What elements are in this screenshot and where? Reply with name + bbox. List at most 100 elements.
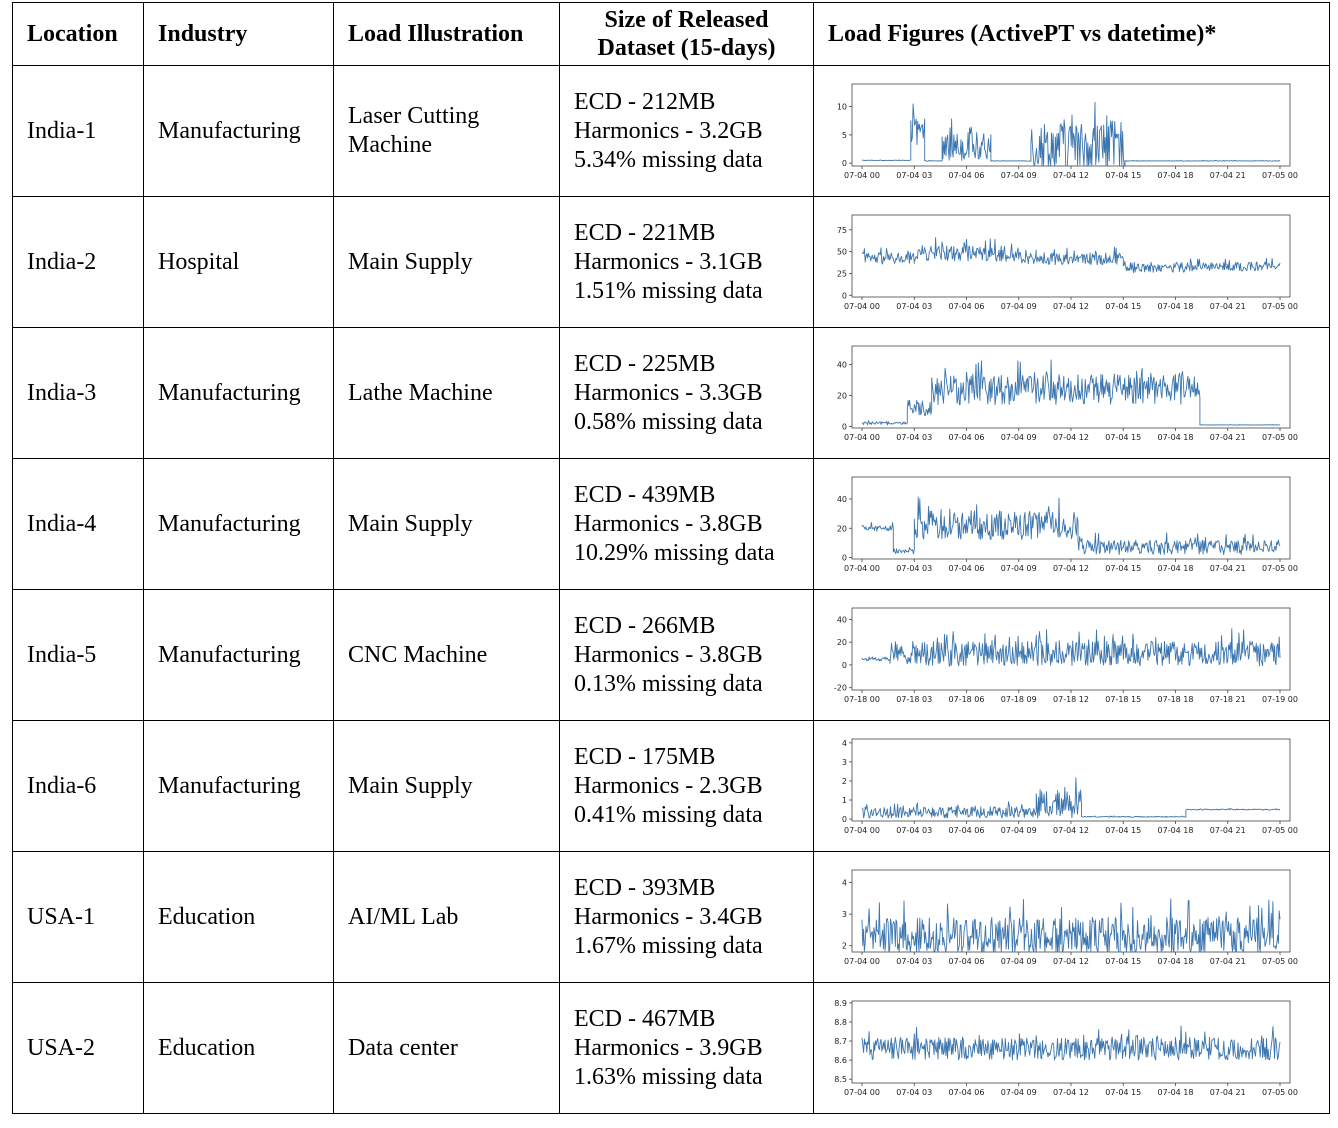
cell-load-figure: 0 1 2 3 4 07-04 00 07-04 03 07-04 06 07-04 09 07-… [813, 720, 1330, 852]
header-location: Location [12, 2, 144, 66]
x-tick-label: 07-04 09 [1001, 1088, 1037, 1097]
x-tick-label: 07-04 18 [1158, 171, 1194, 180]
load-line1: Lathe Machine [348, 379, 493, 406]
cell-load-illustration: Main Supply [333, 720, 560, 852]
x-tick-label: 07-04 00 [844, 433, 880, 442]
x-tick-label: 07-04 18 [1158, 302, 1194, 311]
cell-load-figure: 2 3 4 07-04 00 07-04 03 07-04 06 07-04 09 07-04… [813, 851, 1330, 983]
x-tick-label: 07-04 21 [1210, 1088, 1246, 1097]
cell-industry: Education [143, 982, 334, 1114]
table-row: India-2 Hospital Main Supply ECD - 221MB… [12, 196, 1330, 328]
load-chart: 0 1 2 3 4 07-04 00 07-04 03 07-04 06 07-04 09 07-… [842, 738, 1298, 835]
x-tick-label: 07-04 12 [1053, 957, 1089, 966]
cell-industry: Manufacturing [143, 65, 334, 197]
header-dataset-size: Size of Released Dataset (15-days) [559, 2, 814, 66]
x-tick-label: 07-04 00 [844, 302, 880, 311]
load-chart: 0 20 40 07-04 00 07-04 03 07-04 06 07-04 09 07-… [837, 345, 1298, 442]
missing-data: 0.58% missing data [574, 408, 763, 435]
y-tick-label: -20 [834, 684, 847, 693]
y-tick-label: 3 [842, 910, 847, 919]
series-line [861, 777, 1281, 819]
x-tick-label: 07-18 12 [1053, 695, 1089, 704]
y-tick-label: 2 [842, 777, 847, 786]
x-tick-label: 07-18 18 [1158, 695, 1194, 704]
cell-industry: Hospital [143, 196, 334, 328]
missing-data: 0.13% missing data [574, 670, 763, 697]
cell-load-figure: 8.5 8.6 8.7 8.8 8.9 07-04 00 07-04 03 07-04 06 0… [813, 982, 1330, 1114]
ecd-size: ECD - 221MB [574, 219, 716, 246]
x-tick-label: 07-04 03 [896, 302, 932, 311]
harmonics-size: Harmonics - 3.3GB [574, 379, 763, 406]
missing-data: 1.63% missing data [574, 1063, 763, 1090]
series-line [861, 237, 1281, 274]
cell-industry: Manufacturing [143, 720, 334, 852]
series-line [861, 359, 1281, 426]
x-tick-label: 07-04 21 [1210, 564, 1246, 573]
missing-data: 1.67% missing data [574, 932, 763, 959]
harmonics-size: Harmonics - 3.2GB [574, 117, 763, 144]
table-row: USA-2 Education Data center ECD - 467MB H… [12, 982, 1330, 1114]
cell-industry: Manufacturing [143, 458, 334, 590]
x-tick-label: 07-04 21 [1210, 826, 1246, 835]
y-tick-label: 4 [842, 879, 847, 888]
x-tick-label: 07-04 06 [949, 302, 985, 311]
cell-location: India-1 [12, 65, 144, 197]
x-tick-label: 07-05 00 [1262, 171, 1298, 180]
y-tick-label: 25 [837, 269, 847, 278]
ecd-size: ECD - 266MB [574, 612, 716, 639]
x-tick-label: 07-04 03 [896, 564, 932, 573]
x-tick-label: 07-04 06 [949, 433, 985, 442]
ecd-size: ECD - 439MB [574, 481, 716, 508]
x-tick-label: 07-04 06 [949, 171, 985, 180]
x-tick-label: 07-04 15 [1105, 302, 1141, 311]
cell-load-illustration: CNC Machine [333, 589, 560, 721]
y-tick-label: 20 [837, 524, 847, 533]
y-tick-label: 0 [842, 554, 847, 563]
ecd-size: ECD - 212MB [574, 88, 716, 115]
y-tick-label: 10 [837, 103, 847, 112]
cell-dataset-size: ECD - 393MB Harmonics - 3.4GB 1.67% missin… [559, 851, 814, 983]
x-tick-label: 07-04 21 [1210, 957, 1246, 966]
harmonics-size: Harmonics - 3.4GB [574, 903, 763, 930]
header-size-line1: Size of Released [604, 7, 769, 33]
cell-location: USA-2 [12, 982, 144, 1114]
harmonics-size: Harmonics - 2.3GB [574, 772, 763, 799]
x-tick-label: 07-04 03 [896, 171, 932, 180]
cell-load-illustration: Main Supply [333, 458, 560, 590]
cell-load-illustration: AI/ML Lab [333, 851, 560, 983]
x-tick-label: 07-04 18 [1158, 957, 1194, 966]
y-tick-label: 8.9 [834, 999, 847, 1008]
x-tick-label: 07-04 21 [1210, 433, 1246, 442]
cell-industry: Education [143, 851, 334, 983]
table-row: India-4 Manufacturing Main Supply ECD - … [12, 458, 1330, 590]
x-tick-label: 07-04 12 [1053, 171, 1089, 180]
ecd-size: ECD - 467MB [574, 1005, 716, 1032]
table-row: India-3 Manufacturing Lathe Machine ECD … [12, 327, 1330, 459]
x-tick-label: 07-04 18 [1158, 433, 1194, 442]
x-tick-label: 07-04 12 [1053, 302, 1089, 311]
table-row: India-5 Manufacturing CNC Machine ECD - … [12, 589, 1330, 721]
table-row: India-6 Manufacturing Main Supply ECD - … [12, 720, 1330, 852]
load-chart: 0 20 40 07-04 00 07-04 03 07-04 06 07-04 09 07-… [837, 476, 1298, 573]
x-tick-label: 07-04 15 [1105, 1088, 1141, 1097]
ecd-size: ECD - 175MB [574, 743, 716, 770]
x-tick-label: 07-04 06 [949, 564, 985, 573]
table-row: USA-1 Education AI/ML Lab ECD - 393MB Har… [12, 851, 1330, 983]
x-tick-label: 07-04 12 [1053, 564, 1089, 573]
x-tick-label: 07-05 00 [1262, 957, 1298, 966]
load-line1: Main Supply [348, 248, 473, 275]
cell-load-figure: 0 20 40 07-04 00 07-04 03 07-04 06 07-04 09 07-… [813, 327, 1330, 459]
load-chart: 2 3 4 07-04 00 07-04 03 07-04 06 07-04 09 07-04… [842, 869, 1298, 966]
y-tick-label: 50 [837, 248, 847, 257]
x-tick-label: 07-04 03 [896, 1088, 932, 1097]
x-tick-label: 07-04 12 [1053, 1088, 1089, 1097]
cell-dataset-size: ECD - 439MB Harmonics - 3.8GB 10.29% missi… [559, 458, 814, 590]
y-tick-label: 8.8 [834, 1018, 847, 1027]
y-tick-label: 0 [842, 661, 847, 670]
x-tick-label: 07-18 09 [1001, 695, 1037, 704]
x-tick-label: 07-19 00 [1262, 695, 1298, 704]
y-tick-label: 1 [842, 796, 847, 805]
x-tick-label: 07-04 12 [1053, 826, 1089, 835]
series-line [861, 628, 1281, 667]
series-line [862, 101, 1281, 167]
